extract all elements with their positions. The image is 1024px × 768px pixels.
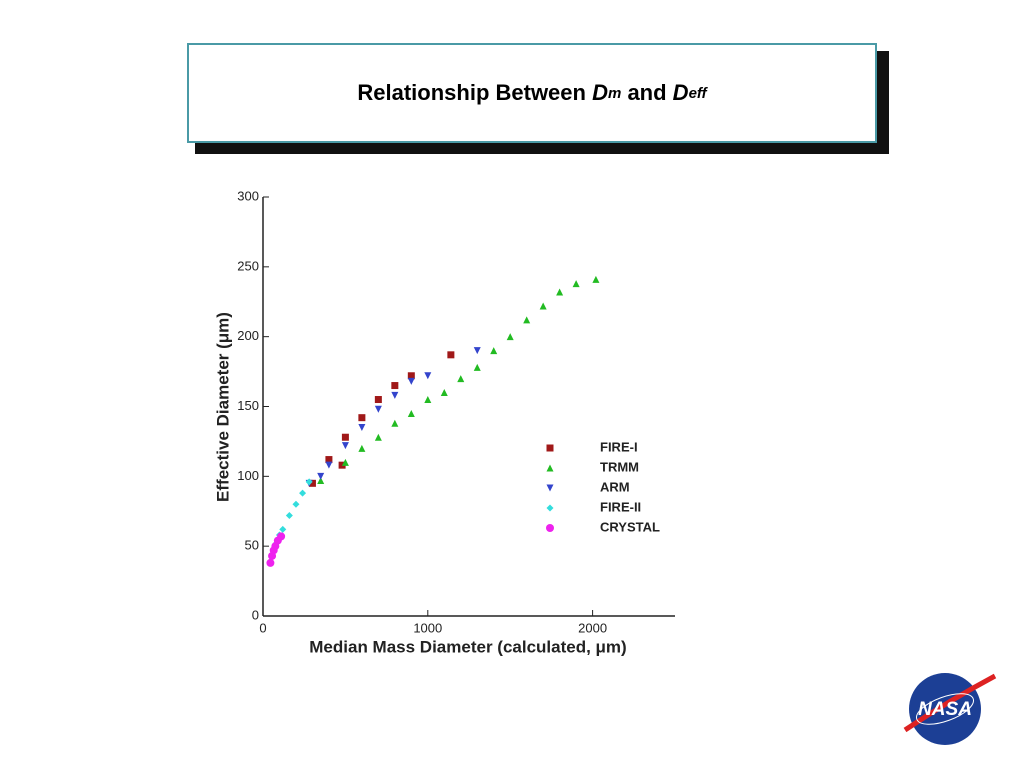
- x-tick-label: 0: [259, 620, 266, 635]
- point: [308, 479, 316, 487]
- legend-label: FIRE-I: [600, 439, 638, 454]
- point: [407, 377, 415, 385]
- point: [424, 372, 432, 380]
- point: [317, 477, 325, 485]
- y-tick-label: 200: [237, 328, 259, 343]
- point: [374, 396, 382, 404]
- point: [391, 382, 399, 390]
- x-tick-label: 1000: [413, 620, 442, 635]
- point: [299, 489, 307, 497]
- point: [391, 391, 399, 399]
- legend-label: TRMM: [600, 459, 639, 474]
- point: [341, 458, 349, 466]
- point: [523, 316, 531, 324]
- y-tick-label: 50: [245, 538, 259, 553]
- legend-marker: [546, 464, 554, 472]
- point: [277, 532, 286, 541]
- point: [317, 472, 325, 480]
- point: [391, 419, 399, 427]
- point: [341, 442, 349, 450]
- title-symbol: D: [592, 80, 608, 105]
- point: [358, 444, 366, 452]
- point: [407, 372, 415, 380]
- point: [407, 409, 415, 417]
- title-subscript: m: [607, 84, 622, 102]
- point: [305, 478, 313, 486]
- point: [325, 461, 333, 469]
- point: [358, 423, 366, 431]
- legend-marker: [546, 484, 554, 492]
- legend-marker: [546, 524, 554, 532]
- point: [440, 389, 448, 397]
- point: [358, 414, 366, 422]
- title-text: Relationship Between: [357, 80, 593, 105]
- y-tick-label: 100: [237, 468, 259, 483]
- legend-label: ARM: [600, 479, 630, 494]
- logo-swoosh: [903, 673, 997, 733]
- point: [473, 363, 481, 371]
- point: [457, 375, 465, 383]
- point: [374, 433, 382, 441]
- y-axis-label: Effective Diameter (μm): [213, 312, 232, 502]
- y-tick-label: 150: [237, 398, 259, 413]
- point: [266, 558, 275, 567]
- x-axis-label: Median Mass Diameter (calculated, μm): [309, 637, 626, 656]
- point: [325, 456, 333, 464]
- point: [292, 500, 300, 508]
- point: [424, 396, 432, 404]
- legend-label: FIRE-II: [600, 499, 641, 514]
- point: [506, 333, 514, 341]
- point: [279, 525, 287, 533]
- point: [490, 347, 498, 355]
- logo-orbit: [916, 693, 974, 725]
- legend-marker: [546, 504, 554, 512]
- legend-marker: [546, 444, 554, 452]
- title-symbol: D: [672, 80, 689, 105]
- legend-label: CRYSTAL: [600, 519, 660, 534]
- point: [572, 280, 580, 288]
- point: [338, 461, 346, 469]
- x-tick-label: 2000: [578, 620, 607, 635]
- point: [592, 275, 600, 283]
- nasa-logo: NASA: [903, 673, 997, 745]
- point: [374, 405, 382, 413]
- title-text: and: [621, 80, 673, 105]
- point: [539, 302, 547, 310]
- point: [473, 347, 481, 355]
- y-tick-label: 0: [252, 607, 259, 622]
- y-tick-label: 300: [237, 188, 259, 203]
- point: [341, 433, 349, 441]
- title-subscript: eff: [688, 84, 707, 102]
- point: [285, 511, 293, 519]
- logo-text: NASA: [918, 699, 972, 720]
- point: [556, 288, 564, 296]
- y-tick-label: 250: [237, 258, 259, 273]
- point: [447, 351, 455, 359]
